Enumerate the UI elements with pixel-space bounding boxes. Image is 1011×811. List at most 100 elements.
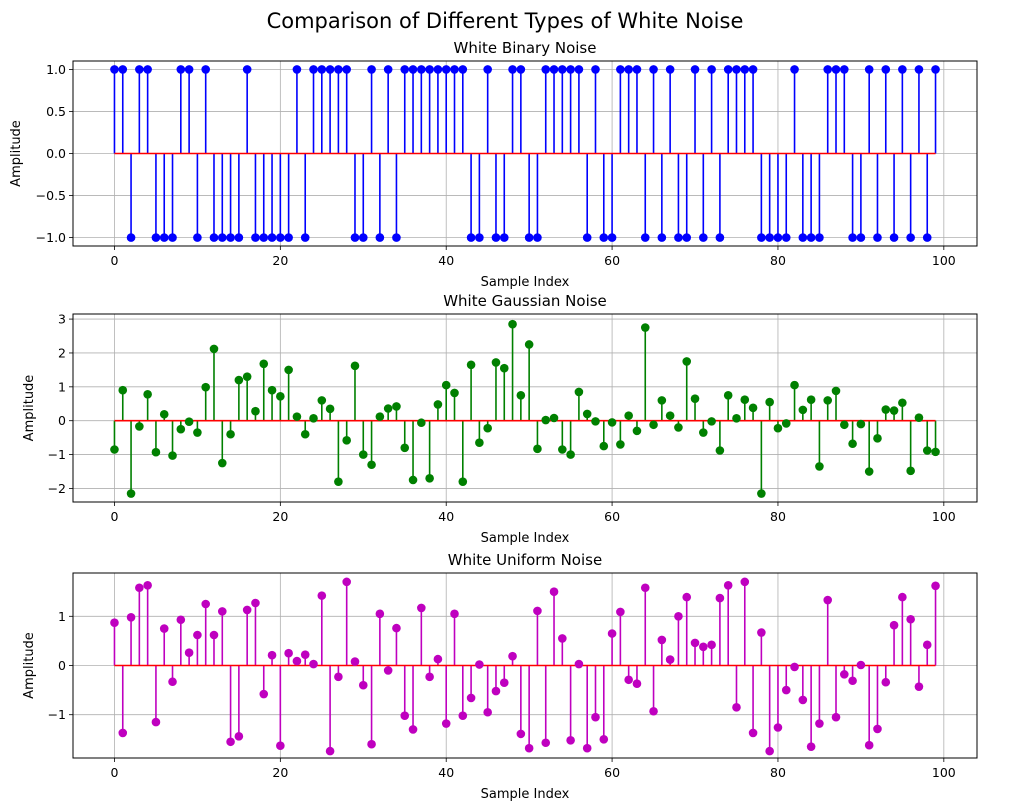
uniform-marker: [765, 746, 774, 756]
gaussian-marker: [499, 363, 509, 373]
gaussian-marker: [176, 424, 186, 434]
gaussian-marker: [931, 447, 940, 457]
binary-marker: [491, 233, 501, 242]
gaussian-marker: [383, 404, 393, 413]
gaussian-grid: [73, 314, 977, 502]
gaussian-marker: [657, 396, 667, 405]
uniform-marker: [516, 729, 526, 739]
uniform-marker: [159, 624, 169, 633]
binary-marker: [516, 65, 526, 74]
subplot-gaussian: White Gaussian Noise Sample Index Amplit…: [22, 292, 978, 546]
gaussian-marker: [840, 420, 849, 430]
gaussian-marker: [110, 445, 119, 454]
gaussian-ytick-label: −1: [48, 447, 66, 462]
uniform-marker: [873, 724, 882, 734]
binary-marker: [226, 233, 235, 242]
binary-marker: [292, 65, 302, 74]
binary-marker: [707, 65, 716, 74]
uniform-marker: [242, 605, 252, 615]
gaussian-marker: [665, 411, 675, 420]
uniform-marker: [898, 592, 907, 602]
gaussian-marker: [806, 395, 816, 405]
subplot-gaussian-ylabel: Amplitude: [22, 375, 37, 442]
gaussian-marker: [466, 360, 476, 370]
uniform-marker: [143, 581, 152, 590]
gaussian-marker: [582, 409, 592, 419]
uniform-marker: [251, 598, 260, 608]
uniform-marker: [524, 743, 534, 753]
gaussian-marker: [234, 375, 244, 385]
gaussian-marker: [524, 340, 534, 349]
binary-marker: [549, 65, 559, 74]
uniform-marker: [350, 657, 360, 666]
binary-marker: [757, 233, 766, 242]
uniform-marker: [723, 581, 733, 590]
gaussian-marker: [881, 405, 891, 414]
uniform-marker: [541, 738, 551, 748]
binary-marker: [408, 65, 418, 74]
gaussian-marker: [159, 409, 169, 419]
gaussian-marker: [765, 397, 774, 407]
gaussian-marker: [723, 390, 733, 400]
uniform-marker: [906, 614, 915, 624]
uniform-marker: [574, 659, 584, 669]
gaussian-marker: [649, 420, 658, 430]
uniform-marker: [317, 591, 327, 600]
binary-marker: [665, 65, 675, 74]
binary-marker: [309, 65, 318, 74]
gaussian-marker: [284, 365, 293, 375]
uniform-xtick-label: 100: [932, 765, 956, 780]
gaussian-marker: [674, 423, 683, 432]
uniform-ytick-label: 1: [58, 609, 66, 624]
gaussian-marker: [558, 445, 567, 454]
binary-marker: [524, 233, 534, 242]
gaussian-marker: [135, 422, 144, 431]
uniform-marker: [342, 577, 351, 587]
binary-marker: [574, 65, 584, 74]
uniform-marker: [881, 677, 891, 687]
uniform-marker: [259, 689, 269, 699]
subplot-gaussian-xlabel: Sample Index: [481, 531, 570, 546]
binary-marker: [798, 233, 808, 242]
uniform-marker: [856, 660, 866, 670]
uniform-marker: [226, 737, 235, 747]
gaussian-marker: [815, 462, 824, 471]
binary-marker: [242, 65, 252, 74]
uniform-xtick-label: 20: [272, 765, 288, 780]
gaussian-marker: [441, 380, 451, 390]
binary-marker: [898, 65, 907, 74]
gaussian-marker: [168, 451, 177, 460]
gaussian-marker: [516, 390, 526, 400]
uniform-marker: [383, 666, 393, 675]
binary-marker: [533, 233, 542, 242]
gaussian-marker: [632, 426, 642, 436]
uniform-marker: [674, 611, 683, 621]
uniform-marker: [392, 623, 401, 633]
uniform-marker: [508, 651, 517, 661]
uniform-marker: [193, 630, 202, 640]
binary-marker: [657, 233, 667, 242]
gaussian-marker: [898, 398, 907, 408]
gaussian-marker: [732, 414, 741, 423]
uniform-ytick-label: 0: [58, 658, 66, 673]
uniform-marker: [640, 583, 650, 593]
uniform-marker: [499, 678, 509, 688]
binary-ytick-label: 1.0: [46, 62, 66, 77]
binary-marker: [723, 65, 733, 74]
uniform-marker: [533, 606, 542, 616]
uniform-stems: [113, 581, 937, 752]
binary-marker: [259, 233, 269, 242]
binary-marker: [699, 233, 708, 242]
binary-marker: [425, 65, 434, 74]
binary-marker: [790, 65, 799, 74]
gaussian-marker: [566, 450, 575, 459]
binary-marker: [649, 65, 658, 74]
gaussian-marker: [292, 412, 302, 421]
binary-marker: [176, 65, 186, 74]
uniform-marker: [176, 615, 186, 625]
gaussian-marker: [773, 423, 783, 433]
gaussian-marker: [201, 382, 210, 392]
gaussian-marker: [690, 394, 700, 403]
binary-marker: [806, 233, 816, 242]
